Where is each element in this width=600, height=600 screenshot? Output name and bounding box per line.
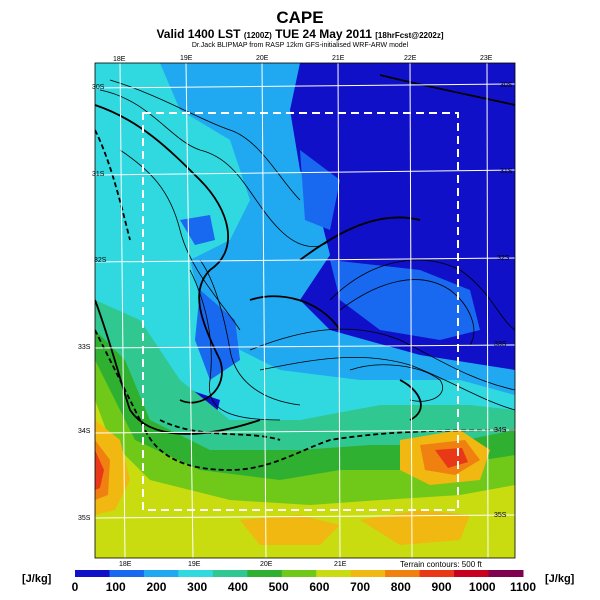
colorbar-unit-right: [J/kg] xyxy=(545,573,575,585)
colorbar-tick-label: 0 xyxy=(71,580,79,594)
colorbar-swatch xyxy=(350,570,386,577)
cape-field xyxy=(95,63,515,558)
latitude-label: 35S xyxy=(494,512,507,519)
colorbar-tick-label: 500 xyxy=(268,580,289,594)
map-subtitle: Valid 1400 LST (1200Z) TUE 24 May 2011 [… xyxy=(0,27,600,41)
latitude-label: 33S xyxy=(78,344,91,351)
latitude-label: 30S xyxy=(500,82,513,89)
colorbar-swatch xyxy=(212,570,248,577)
longitude-label: 19E xyxy=(180,55,193,62)
colorbar-tick-label: 1100 xyxy=(509,580,537,594)
colorbar-tick-label: 200 xyxy=(146,580,167,594)
colorbar-swatch xyxy=(454,570,490,577)
colorbar xyxy=(75,570,524,577)
colorbar-swatch xyxy=(316,570,352,577)
forecast-info: [18hrFcst@2202z] xyxy=(375,31,444,40)
map-title: CAPE xyxy=(276,8,324,27)
colorbar-tick-label: 800 xyxy=(390,580,411,594)
longitude-label: 20E xyxy=(256,55,269,62)
colorbar-swatch xyxy=(143,570,179,577)
colorbar-tick-label: 400 xyxy=(227,580,248,594)
latitude-label: 34S xyxy=(78,428,91,435)
latitude-label: 34S xyxy=(494,427,507,434)
longitude-label: 20E xyxy=(260,561,273,568)
colorbar-swatch xyxy=(419,570,455,577)
colorbar-swatch xyxy=(281,570,317,577)
valid-time: Valid 1400 LST xyxy=(156,27,241,41)
latitude-label: 33S xyxy=(494,341,507,348)
colorbar-tick-label: 600 xyxy=(309,580,330,594)
longitude-label: 23E xyxy=(480,55,493,62)
terrain-contours-note: Terrain contours: 500 ft xyxy=(400,560,482,569)
longitude-label: 18E xyxy=(113,56,126,63)
colorbar-swatch xyxy=(247,570,283,577)
colorbar-unit-left: [J/kg] xyxy=(22,573,52,585)
colorbar-tick-label: 1000 xyxy=(468,580,496,594)
latitude-label: 30S xyxy=(92,84,105,91)
latitude-label: 32S xyxy=(94,257,107,264)
colorbar-swatch xyxy=(109,570,145,577)
colorbar-swatch xyxy=(385,570,421,577)
utc-time: (1200Z) xyxy=(243,31,272,40)
latitude-label: 35S xyxy=(78,515,91,522)
colorbar-swatch xyxy=(75,570,110,577)
colorbar-tick-label: 300 xyxy=(187,580,208,594)
latitude-label: 31S xyxy=(92,171,105,178)
latitude-label: 31S xyxy=(500,168,513,175)
colorbar-tick-label: 100 xyxy=(105,580,126,594)
longitude-label: 22E xyxy=(404,55,417,62)
latitude-label: 32S xyxy=(497,255,510,262)
longitude-label: 21E xyxy=(332,55,345,62)
valid-date: TUE 24 May 2011 xyxy=(275,27,372,41)
longitude-label: 19E xyxy=(188,561,201,568)
longitude-label: 18E xyxy=(119,561,132,568)
model-credit: Dr.Jack BLIPMAP from RASP 12km GFS-initi… xyxy=(191,42,409,49)
colorbar-swatch xyxy=(178,570,214,577)
longitude-label: 21E xyxy=(334,561,347,568)
colorbar-swatch xyxy=(488,570,524,577)
colorbar-tick-label: 700 xyxy=(350,580,371,594)
colorbar-tick-label: 900 xyxy=(431,580,452,594)
